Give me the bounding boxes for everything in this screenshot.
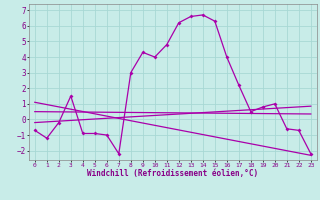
X-axis label: Windchill (Refroidissement éolien,°C): Windchill (Refroidissement éolien,°C) [87, 169, 258, 178]
